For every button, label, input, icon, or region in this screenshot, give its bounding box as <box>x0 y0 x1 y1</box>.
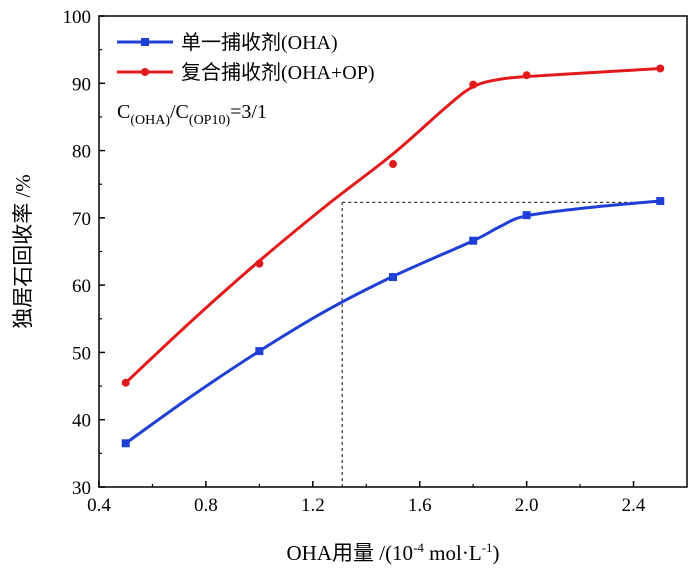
x-tick-label-2: 1.2 <box>301 495 325 516</box>
y-tick-label-0: 30 <box>72 478 91 499</box>
series-line-1 <box>124 66 662 385</box>
legend-marker-1 <box>141 68 149 76</box>
y-tick-label-5: 80 <box>72 142 91 163</box>
x-tick-label-4: 2.0 <box>515 495 539 516</box>
data-point-1-5 <box>656 64 665 73</box>
y-tick-label-1: 40 <box>72 411 91 432</box>
annotations: C(OHA)/C(OP10)=3/1 <box>117 101 267 128</box>
data-point-0-1 <box>255 347 264 356</box>
data-point-1-1 <box>255 259 264 268</box>
data-point-1-2 <box>389 160 397 169</box>
y-axis-title: 独居石回收率 /% <box>11 174 35 329</box>
y-tick-label-2: 50 <box>72 343 91 364</box>
data-point-0-4 <box>522 211 531 220</box>
data-point-0-0 <box>121 439 130 448</box>
plot-area <box>121 64 665 487</box>
legend-marker-0 <box>141 38 149 46</box>
x-tick-label-5: 2.4 <box>622 495 646 516</box>
x-axis-title: OHA用量 /(10-4 mol·L-1) <box>286 540 499 565</box>
y-tick-label-6: 90 <box>72 74 91 95</box>
data-point-1-4 <box>522 71 531 80</box>
legend: 单一捕收剂(OHA) 复合捕收剂(OHA+OP) <box>117 31 375 84</box>
y-tick-label-7: 100 <box>63 7 92 28</box>
data-point-1-0 <box>121 378 130 387</box>
data-point-1-3 <box>469 80 478 89</box>
y-tick-label-3: 60 <box>72 276 91 297</box>
x-tick-label-1: 0.8 <box>194 495 218 516</box>
data-point-0-5 <box>656 197 665 206</box>
series-line-0 <box>124 199 662 445</box>
axes: 0.4 0.8 1.2 1.6 2.0 2.4 30 40 50 60 70 80 90 100 OHA用量… <box>11 7 688 565</box>
x-tick-label-3: 1.6 <box>408 495 432 516</box>
legend-label-1: 复合捕收剂(OHA+OP) <box>181 61 375 84</box>
ratio-annotation: C(OHA)/C(OP10)=3/1 <box>117 101 267 128</box>
y-tick-label-4: 70 <box>72 209 91 230</box>
data-point-0-3 <box>469 236 478 245</box>
data-point-0-2 <box>389 273 397 282</box>
x-tick-label-0: 0.4 <box>87 495 111 516</box>
legend-label-0: 单一捕收剂(OHA) <box>181 31 338 54</box>
